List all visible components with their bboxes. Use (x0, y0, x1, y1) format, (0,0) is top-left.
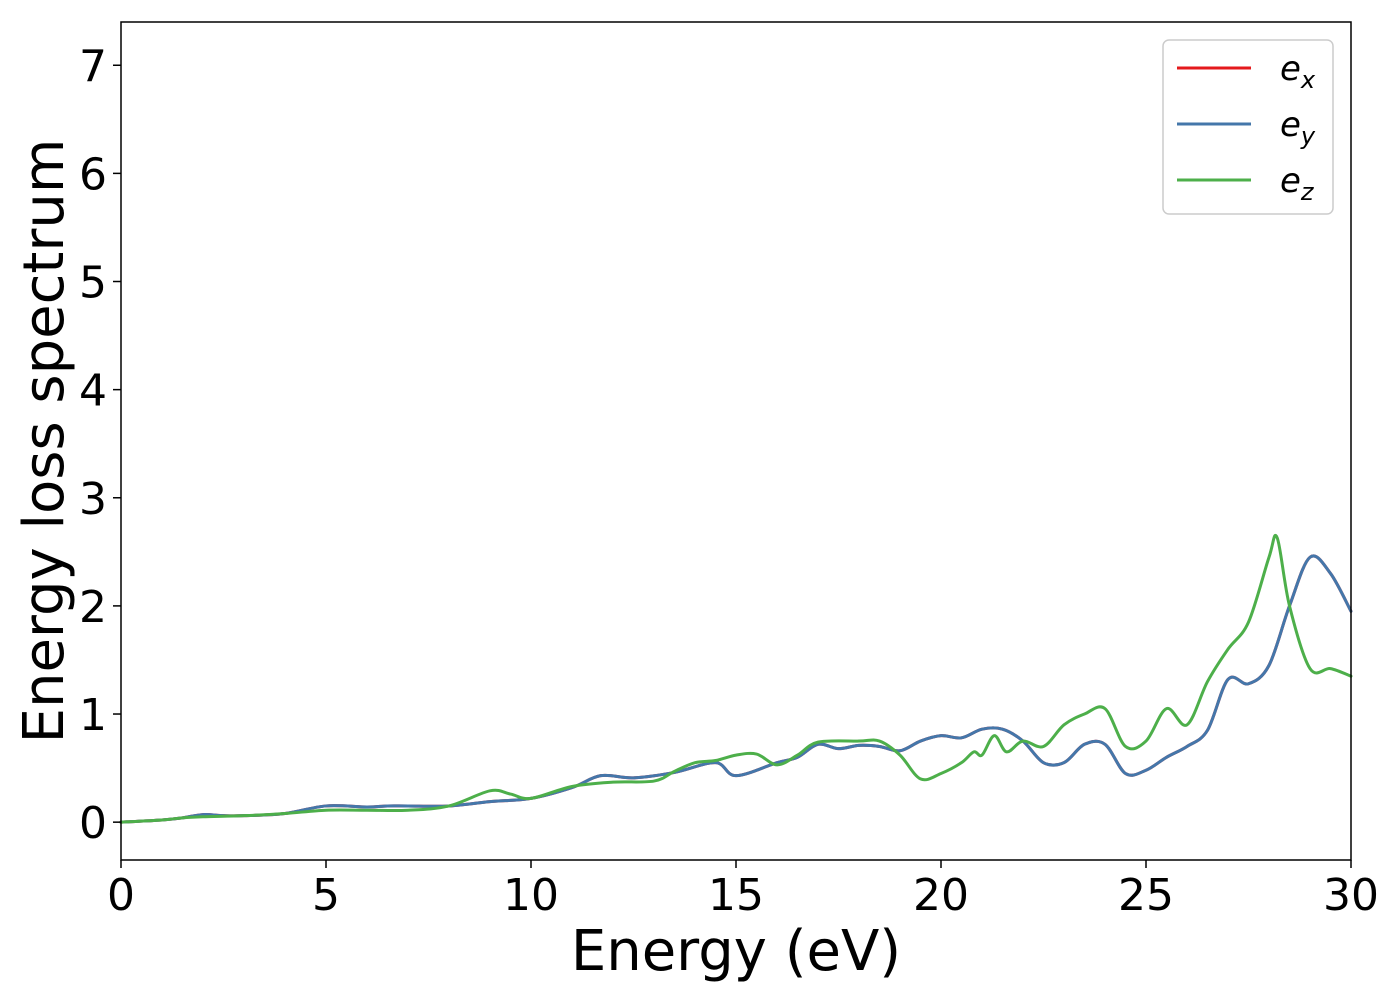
x-tick-label: 5 (312, 870, 340, 921)
series-line-y (119, 554, 1353, 824)
x-tick-label: 30 (1323, 870, 1379, 921)
x-tick-label: 25 (1118, 870, 1174, 921)
y-tick-label: 0 (79, 798, 107, 849)
y-axis-label: Energy loss spectrum (12, 139, 77, 744)
y-tick-label: 2 (79, 582, 107, 633)
x-tick-label: 15 (708, 870, 764, 921)
series-line-z (119, 533, 1353, 824)
x-tick-label: 20 (913, 870, 969, 921)
y-tick-label: 1 (79, 690, 107, 741)
x-tick-label: 10 (503, 870, 559, 921)
x-axis-label: Energy (eV) (571, 919, 901, 984)
plot-lines (119, 533, 1353, 824)
y-tick-label: 3 (79, 474, 107, 525)
y-tick-label: 7 (79, 41, 107, 92)
x-axis-ticks: 0 5 10 15 20 25 30 (107, 860, 1379, 921)
legend-box (1162, 39, 1334, 215)
y-tick-label: 6 (79, 149, 107, 200)
y-axis-ticks: 0 1 2 3 4 5 6 7 (79, 41, 121, 849)
y-tick-label: 4 (79, 366, 107, 417)
x-tick-label: 0 (107, 870, 135, 921)
y-tick-label: 5 (79, 258, 107, 309)
